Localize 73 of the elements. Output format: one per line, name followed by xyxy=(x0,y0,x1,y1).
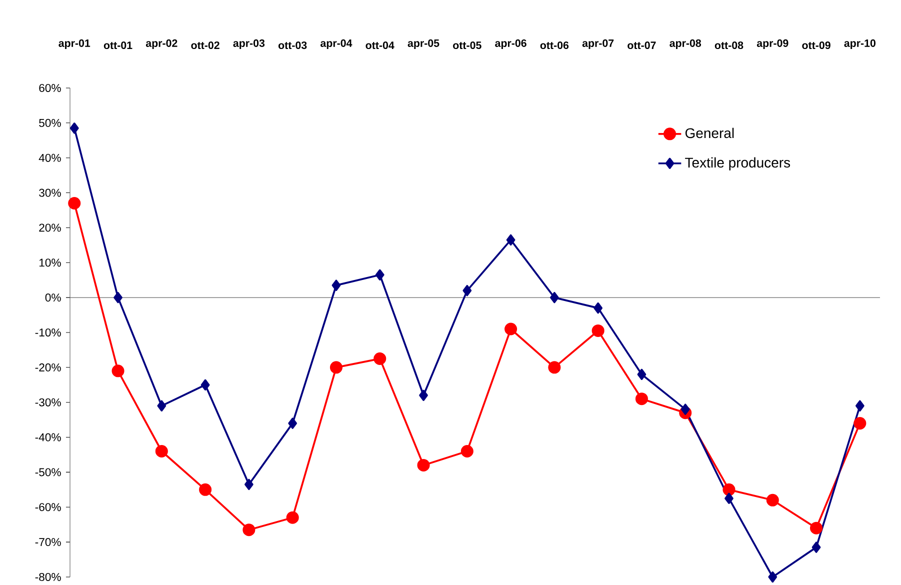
point xyxy=(112,364,124,378)
point xyxy=(244,478,254,490)
y-tick-label: 0% xyxy=(45,294,61,302)
x-tick-label: apr-10 xyxy=(844,39,876,50)
point xyxy=(419,390,428,401)
x-tick-label: ott-02 xyxy=(191,42,220,50)
point xyxy=(68,196,81,210)
y-tick-label: -50% xyxy=(35,468,61,476)
point xyxy=(460,444,474,458)
x-tick-label: apr-05 xyxy=(408,39,440,50)
point xyxy=(375,269,384,280)
point xyxy=(374,352,386,365)
point xyxy=(594,302,603,314)
x-tick-label: apr-02 xyxy=(146,39,178,50)
point xyxy=(724,492,734,504)
x-tick-label: apr-03 xyxy=(233,39,265,50)
point xyxy=(70,122,79,134)
y-tick-label: 60% xyxy=(39,84,61,92)
y-tick-label: -10% xyxy=(35,328,61,336)
x-tick-label: ott-06 xyxy=(540,42,569,50)
point xyxy=(242,524,256,536)
y-tick-label: 40% xyxy=(38,154,61,162)
y-tick-label: -80% xyxy=(35,572,61,581)
x-tick-label: ott-01 xyxy=(104,42,132,50)
x-tick-label: ott-09 xyxy=(802,42,830,50)
x-tick-label: apr-06 xyxy=(495,39,526,50)
x-tick-label: ott-08 xyxy=(714,42,744,50)
x-tick-label: ott-03 xyxy=(278,41,307,50)
point xyxy=(810,522,823,534)
point xyxy=(680,404,690,415)
y-tick-label: 20% xyxy=(39,224,61,232)
point xyxy=(592,324,604,338)
point xyxy=(332,280,341,291)
x-tick-label: apr-01 xyxy=(58,39,90,50)
point xyxy=(506,234,516,246)
point xyxy=(200,379,210,390)
point xyxy=(548,361,561,374)
point xyxy=(330,361,342,374)
x-tick-label: apr-07 xyxy=(582,39,614,50)
y-tick-label: -30% xyxy=(35,398,61,406)
point xyxy=(768,571,778,583)
point xyxy=(504,322,518,336)
y-tick-label: -40% xyxy=(35,433,61,442)
x-tick-label: apr-08 xyxy=(670,39,702,50)
point xyxy=(812,542,821,553)
x-tick-label: ott-04 xyxy=(366,42,394,50)
point xyxy=(854,417,866,430)
point xyxy=(157,400,166,412)
y-tick-label: 10% xyxy=(39,258,61,267)
point xyxy=(766,494,779,506)
x-tick-label: ott-05 xyxy=(453,42,482,50)
point xyxy=(155,444,168,458)
legend-label: Textile producers xyxy=(685,157,790,170)
point xyxy=(855,400,864,412)
point xyxy=(635,392,648,406)
x-tick-label: ott-07 xyxy=(628,42,656,50)
y-tick-label: -20% xyxy=(35,363,61,372)
legend-label: General xyxy=(685,128,734,138)
point xyxy=(462,284,472,296)
y-tick-label: -60% xyxy=(35,503,61,512)
x-tick-label: apr-04 xyxy=(320,39,352,50)
point xyxy=(550,292,559,304)
y-tick-label: -70% xyxy=(35,538,61,546)
point xyxy=(417,458,430,472)
point xyxy=(722,483,736,496)
y-tick-label: 50% xyxy=(39,118,61,127)
point xyxy=(637,368,646,380)
point xyxy=(114,292,122,304)
x-tick-label: apr-09 xyxy=(756,39,788,50)
point xyxy=(199,483,212,496)
point xyxy=(286,511,299,524)
point xyxy=(288,418,298,429)
y-tick-label: 30% xyxy=(39,188,61,197)
